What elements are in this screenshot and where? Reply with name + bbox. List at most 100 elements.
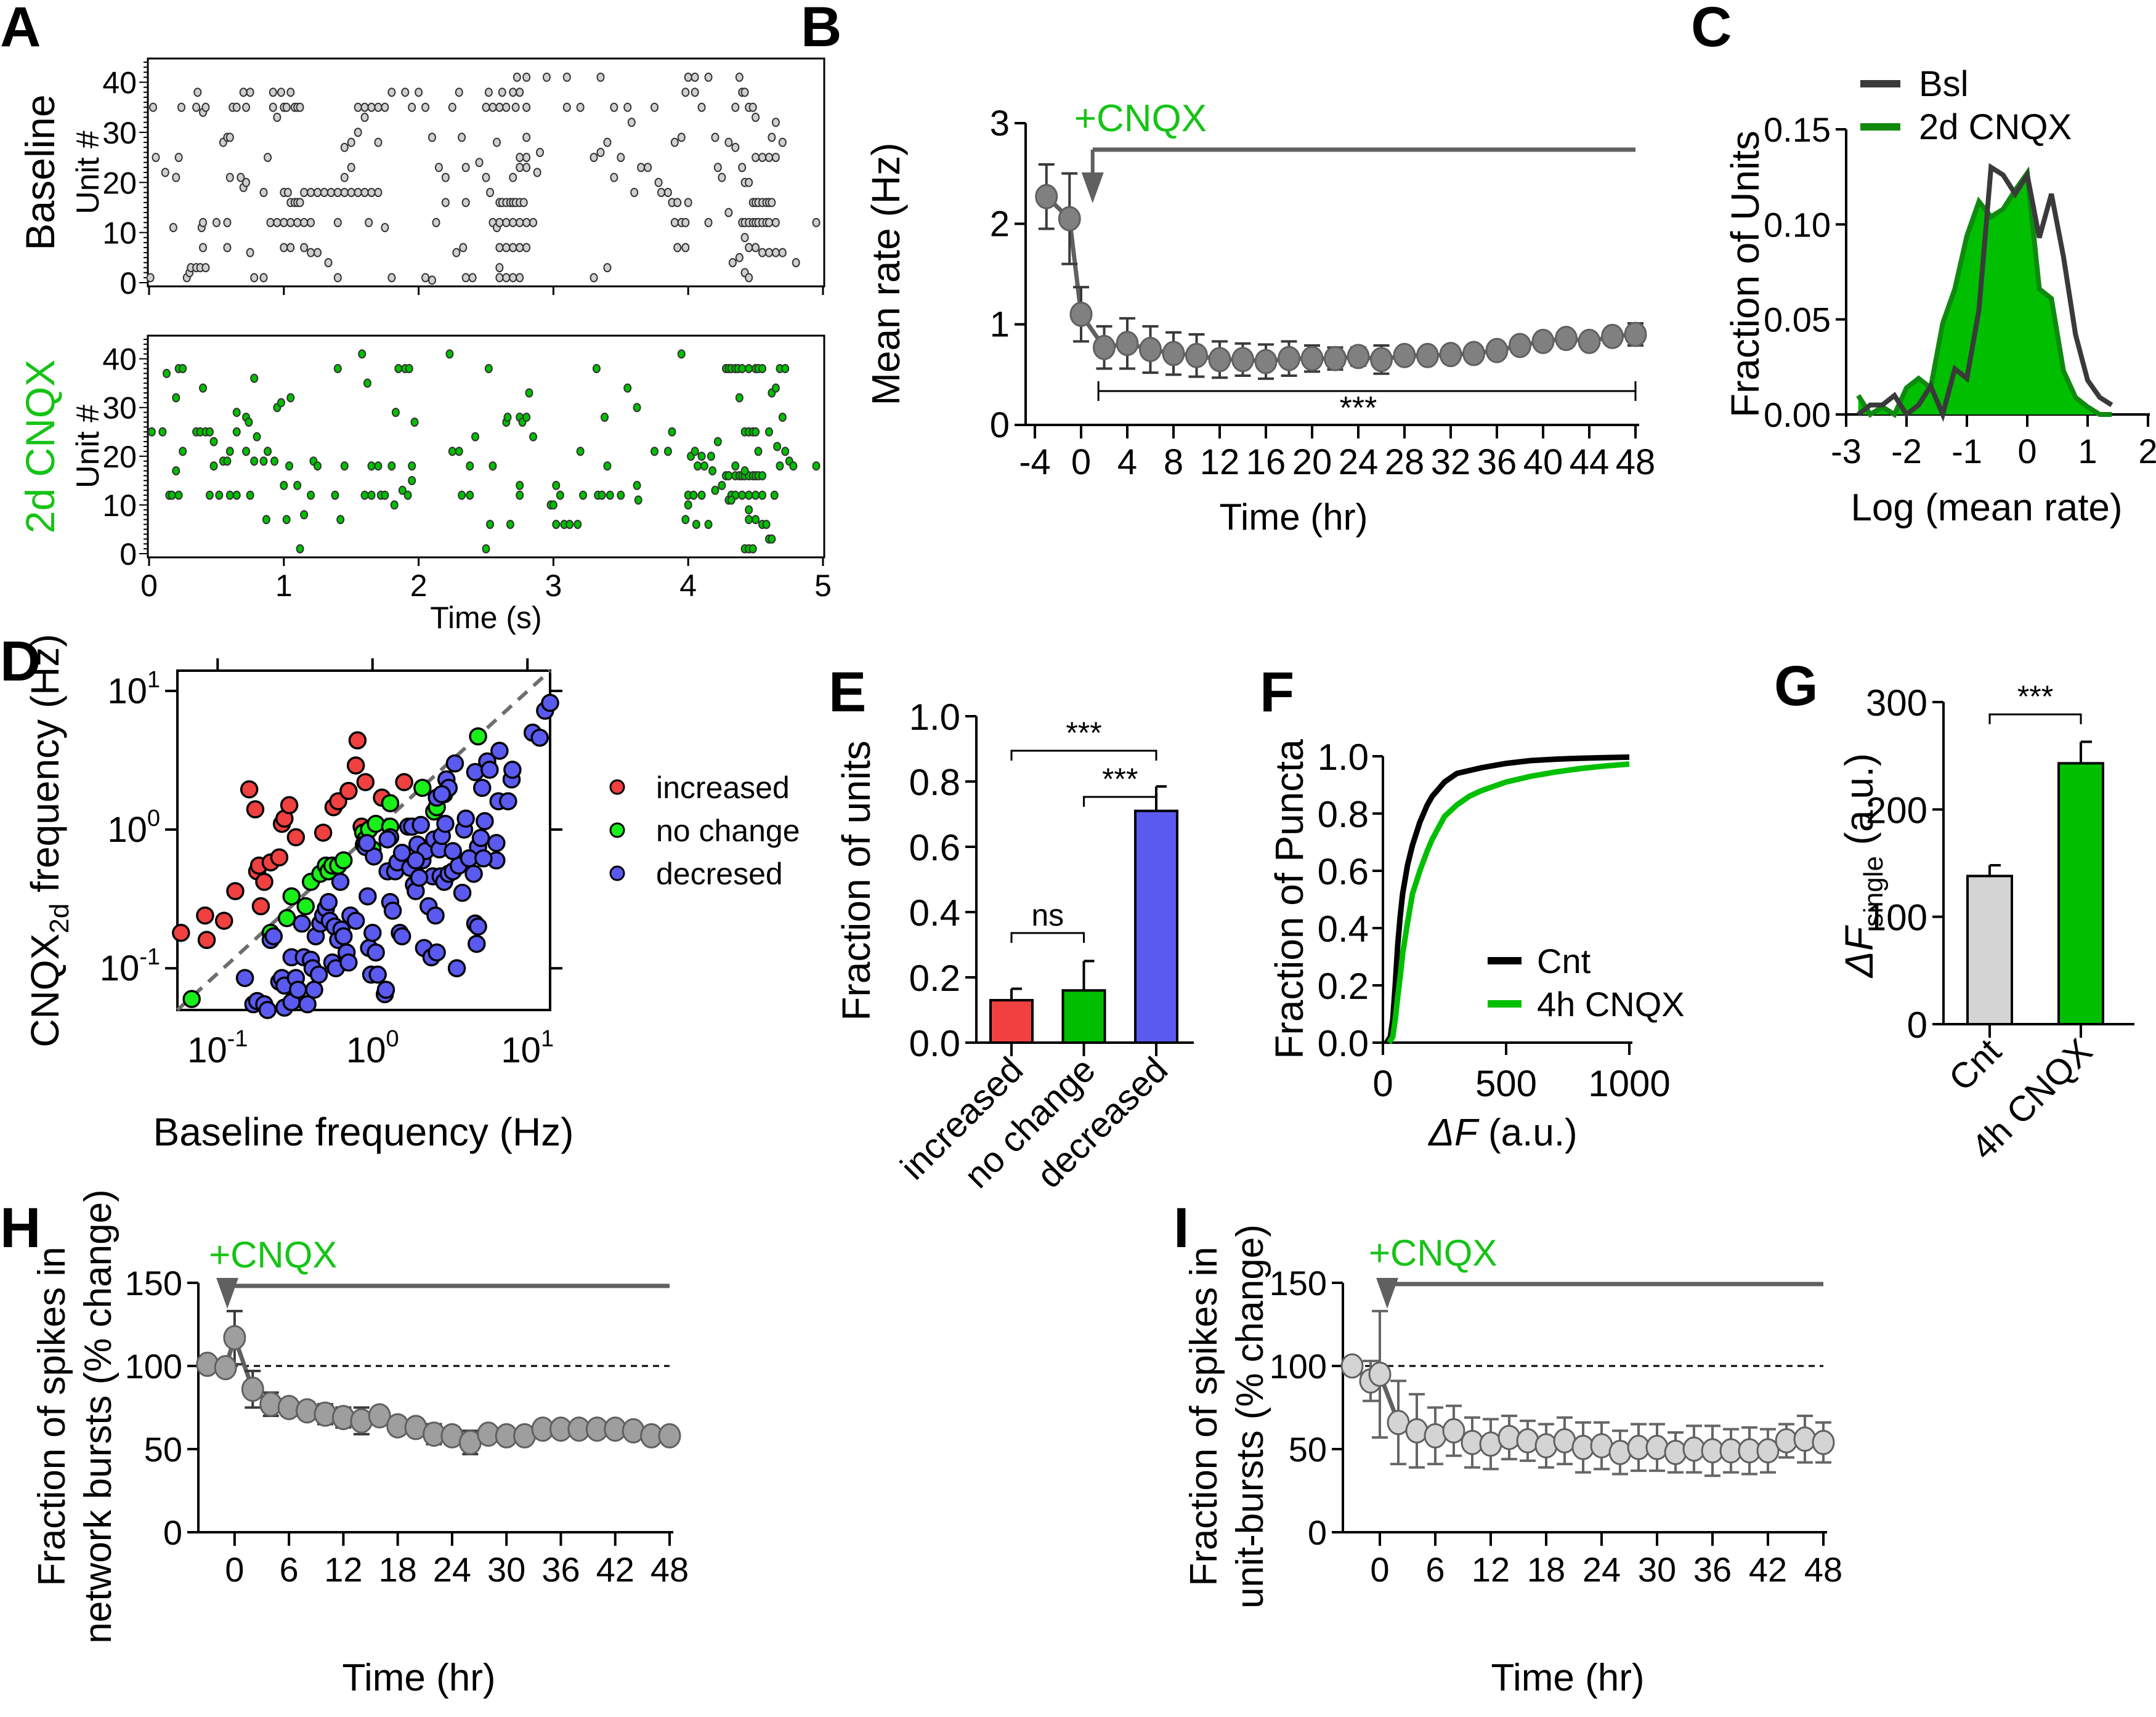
spike-dot — [293, 480, 302, 490]
spike-dot — [745, 243, 753, 252]
point-increased — [214, 911, 233, 930]
point-decreased — [503, 761, 522, 779]
spike-dot — [792, 257, 800, 267]
spike-dot — [314, 461, 322, 471]
x-tick-label: 36 — [1693, 1550, 1732, 1589]
spike-dot — [529, 432, 538, 442]
x-tick-label: 42 — [1749, 1550, 1787, 1589]
spike-dot — [764, 427, 773, 437]
spike-dot — [193, 87, 202, 97]
spike-dot — [495, 263, 504, 273]
spike-dot — [745, 363, 753, 373]
spike-dot — [689, 490, 698, 500]
data-point — [1664, 1439, 1687, 1465]
tick-exponent: -1 — [139, 944, 160, 970]
spike-dot — [199, 383, 208, 393]
point-increased — [314, 823, 333, 842]
spike-dot — [209, 437, 218, 446]
spike-dot — [552, 520, 561, 530]
spike-dot — [168, 490, 176, 500]
y-tick-label: 0.8 — [1318, 794, 1369, 835]
spike-dot — [458, 132, 466, 142]
point-decreased — [476, 812, 494, 831]
panel-letter-f: F — [1260, 661, 1294, 724]
spike-dot — [711, 132, 719, 142]
spike-dot — [340, 172, 349, 182]
spike-dot — [758, 363, 767, 373]
spike-dot — [461, 198, 470, 208]
data-point — [241, 1376, 264, 1402]
spike-dot — [307, 217, 315, 227]
plot-frame — [176, 669, 551, 1011]
spike-dot — [754, 446, 763, 456]
spike-dot — [735, 252, 744, 262]
spike-dot — [408, 475, 416, 485]
bar-no-change — [1061, 989, 1106, 1044]
spike-dot — [650, 102, 659, 112]
point-decreased — [235, 969, 254, 987]
point-decreased — [346, 911, 365, 930]
data-point — [1424, 1423, 1447, 1448]
spike-dot — [300, 188, 309, 198]
y-axis-label: Fraction of Puncta — [1267, 739, 1311, 1059]
spike-dot — [147, 427, 156, 437]
spike-dot — [731, 142, 740, 152]
point-decreased — [309, 965, 328, 984]
panel-letter-i: I — [1173, 1197, 1189, 1259]
y-axis-label: Mean rate (Hz) — [864, 143, 908, 406]
spike-dot — [286, 243, 295, 252]
spike-dot — [270, 456, 278, 466]
x-tick-label: 2 — [2138, 432, 2156, 471]
y-tick-label: 1 — [990, 305, 1010, 345]
spike-dot — [522, 413, 531, 422]
spike-dot — [452, 248, 461, 257]
spike-dot — [707, 451, 715, 461]
spike-dot — [434, 163, 443, 172]
point-no-change — [413, 778, 432, 798]
y-tick-label: 0.0 — [1318, 1023, 1369, 1064]
spike-dot — [762, 520, 771, 530]
significance-label: *** — [1066, 716, 1101, 750]
y-tick-label: 0.0 — [909, 1023, 960, 1064]
point-decreased — [357, 834, 376, 852]
y-axis-label: Fraction of units — [834, 740, 878, 1020]
point-increased — [226, 882, 245, 900]
spike-dot — [633, 403, 641, 413]
x-tick-label: 3 — [545, 568, 562, 603]
data-point — [1793, 1426, 1817, 1452]
spike-dot — [740, 466, 749, 476]
spike-dot — [764, 248, 773, 257]
data-point — [1393, 342, 1416, 368]
spike-dot — [326, 188, 335, 198]
spike-dot — [771, 248, 780, 257]
spike-dot — [694, 461, 702, 471]
point-decreased — [288, 980, 307, 999]
data-point — [1324, 345, 1347, 371]
legend-label-bsl: Bsl — [1919, 64, 1969, 104]
spike-dot — [394, 363, 403, 373]
spike-dot — [455, 87, 463, 97]
point-no-change — [469, 727, 487, 746]
spike-dot — [509, 273, 517, 283]
y-tick-label: 0.4 — [909, 892, 960, 934]
treatment-arrow-head — [1376, 1278, 1398, 1309]
point-decreased — [487, 834, 506, 852]
spike-dot — [684, 198, 692, 208]
panel-letter-g: G — [1774, 655, 1818, 717]
spike-dot — [771, 217, 780, 227]
spike-dot — [253, 432, 261, 442]
x-tick-label: 4 — [1117, 442, 1137, 482]
panel-letter-h: H — [0, 1197, 41, 1259]
spike-dot — [410, 417, 419, 427]
data-point — [658, 1423, 681, 1448]
point-no-change — [277, 909, 296, 927]
point-decreased — [367, 943, 385, 962]
spike-dot — [745, 177, 753, 187]
spike-dot — [264, 446, 272, 456]
x-label-tail: (a.u.) — [1478, 1112, 1578, 1154]
point-decreased — [298, 995, 317, 1014]
y-label-tail: (a.u.) — [1837, 753, 1881, 856]
data-point — [214, 1355, 237, 1381]
